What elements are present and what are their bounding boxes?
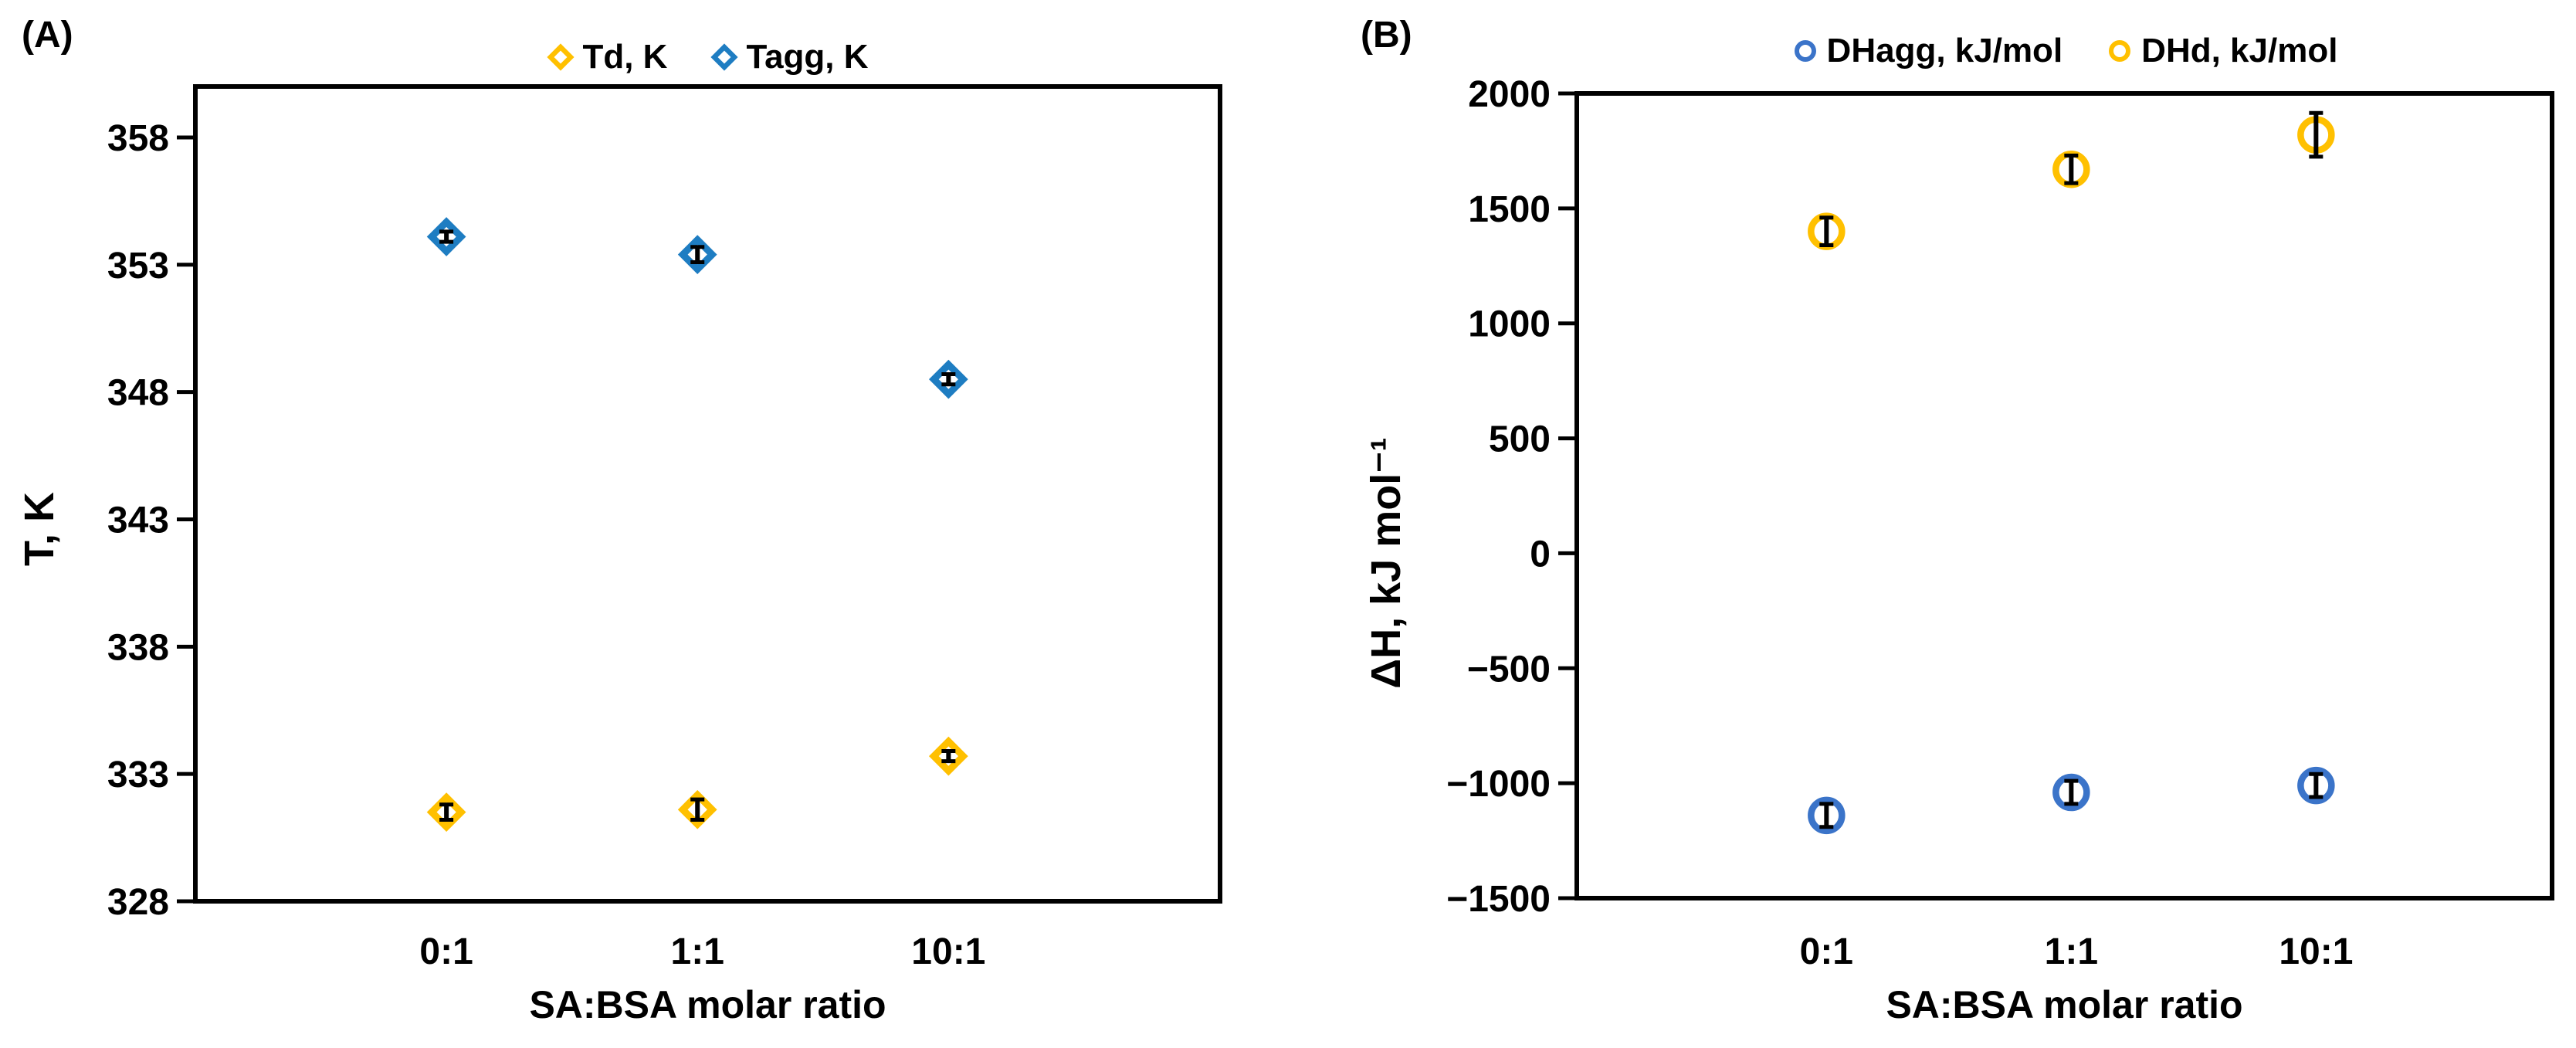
error-bar — [439, 229, 454, 244]
legend-item: DHagg, kJ/mol — [1791, 32, 2063, 70]
legend-item: Tagg, K — [710, 38, 869, 76]
legend-panel-a: Td, K Tagg, K — [195, 29, 1220, 85]
y-tick-label: −1000 — [1446, 764, 1551, 805]
legend-label: DHd, kJ/mol — [2141, 32, 2338, 70]
y-tick-label: 1000 — [1468, 304, 1551, 345]
error-bar — [439, 802, 454, 822]
y-tick-label: 500 — [1489, 419, 1551, 460]
x-category-label: 0:1 — [1800, 931, 1853, 972]
y-tick-label: 1500 — [1468, 189, 1551, 230]
y-tick-label: 348 — [107, 373, 169, 414]
x-category-label: 1:1 — [671, 931, 724, 972]
y-tick-label: 333 — [107, 755, 169, 795]
legend-label: Td, K — [582, 38, 668, 76]
error-bar — [1819, 802, 1834, 829]
plot-box — [1574, 91, 2554, 900]
diamond-marker-icon — [710, 43, 739, 71]
circle-marker-icon — [2109, 40, 2131, 62]
x-category-label: 10:1 — [2279, 931, 2353, 972]
error-bar — [2064, 778, 2079, 806]
circle-marker-icon — [1794, 40, 1816, 62]
y-tick-label: 0 — [1530, 534, 1551, 575]
y-tick-label: −1500 — [1446, 879, 1551, 920]
y-tick-label: 338 — [107, 627, 169, 668]
y-tick-label: 343 — [107, 500, 169, 541]
legend-panel-b: DHagg, kJ/mol DHd, kJ/mol — [1577, 23, 2552, 79]
x-category-label: 1:1 — [2045, 931, 2098, 972]
panel-b-plot: 2000 1500 1000 500 0 −500 −1000 −1500 0:1 1:1 10:1 — [1446, 74, 2554, 972]
legend-item: DHd, kJ/mol — [2106, 32, 2337, 70]
panel-b-label: (B) — [1361, 15, 1412, 56]
panel-a-plot: 358 353 348 343 338 333 328 0:1 1:1 10:1 — [107, 84, 1222, 972]
y-tick-label: 353 — [107, 246, 169, 287]
y-tick-label: 358 — [107, 118, 169, 159]
legend-label: Tagg, K — [746, 38, 869, 76]
y-tick-label: 328 — [107, 882, 169, 923]
error-bar — [690, 245, 705, 264]
y-tick-label: 2000 — [1468, 74, 1551, 115]
plot-box — [193, 84, 1222, 904]
y-tick-label: −500 — [1467, 649, 1551, 690]
x-category-label: 10:1 — [911, 931, 985, 972]
x-axis-title-b: SA:BSA molar ratio — [1886, 983, 2243, 1026]
legend-label: DHagg, kJ/mol — [1826, 32, 2063, 70]
x-category-label: 0:1 — [419, 931, 473, 972]
x-axis-title-a: SA:BSA molar ratio — [529, 983, 886, 1026]
error-bar — [690, 797, 705, 822]
error-bar — [2064, 153, 2079, 185]
error-bar — [1819, 215, 1834, 247]
error-bar — [941, 748, 956, 764]
diamond-marker-icon — [547, 43, 575, 71]
error-bar — [2309, 110, 2323, 159]
panel-a-label: (A) — [22, 15, 73, 56]
error-bar — [2309, 772, 2323, 799]
legend-item: Td, K — [547, 38, 667, 76]
error-bar — [941, 372, 956, 387]
